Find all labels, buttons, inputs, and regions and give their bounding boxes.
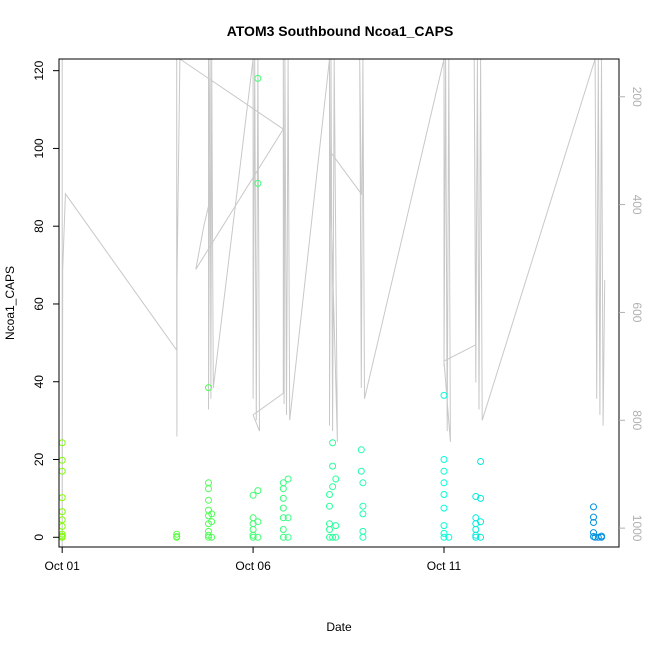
data-point [173,530,181,538]
data-point [440,479,448,487]
data-point [590,519,597,526]
data-point [173,533,181,541]
data-point [477,458,485,465]
data-points [58,74,605,541]
depth-trace [61,58,606,548]
data-point [279,485,287,493]
data-point [284,514,292,522]
data-point [440,522,448,530]
data-point [284,475,292,483]
data-point [329,533,337,541]
data-point [254,518,262,526]
y-tick-label: 60 [32,297,46,311]
data-point [329,462,337,470]
y2-tick-label: 800 [630,410,644,430]
y2-axis: 200 400 600 800 1000 [619,87,644,542]
y-tick-label: 120 [32,60,46,80]
data-point [205,485,212,493]
data-point [279,526,287,533]
data-point [440,533,448,541]
data-point [357,467,365,475]
data-point [359,510,367,518]
data-point [440,456,448,463]
data-point [329,483,337,491]
data-point [440,467,448,475]
y-tick-label: 80 [32,219,46,233]
y2-tick-label: 400 [630,195,644,215]
data-point [359,533,367,541]
x-tick-label: Oct 01 [45,559,81,573]
data-point [205,496,212,504]
data-point [284,533,292,541]
data-point [254,179,262,187]
data-point [332,475,340,483]
data-point [440,391,448,399]
data-point [279,514,287,522]
y2-tick-label: 200 [630,87,644,107]
data-point [440,491,448,498]
x-axis: Oct 01 Oct 06 Oct 11 [45,547,462,573]
data-point [332,522,340,530]
x-tick-label: Oct 11 [427,559,462,573]
chart-title: ATOM3 Southbound Ncoa1_CAPS [227,23,454,39]
data-point [359,502,367,510]
data-point [472,533,480,541]
data-point [329,439,337,447]
data-point [477,494,485,502]
data-point [590,513,597,521]
data-point [208,510,216,518]
data-point [326,526,333,533]
data-point [326,502,333,510]
data-point [254,487,262,495]
y-axis-label: Ncoa1_CAPS [3,266,17,340]
data-point [598,533,605,541]
y-axis: 0 20 40 60 80 100 120 [32,60,59,541]
data-point [249,533,257,541]
data-point [477,518,485,526]
data-point [254,533,262,541]
y2-tick-label: 1000 [630,515,644,542]
x-axis-label: Date [326,620,352,634]
data-point [477,533,485,541]
data-point [445,533,453,541]
data-point [440,504,448,512]
data-point [594,533,602,541]
x-tick-label: Oct 06 [235,559,271,573]
data-point [208,533,216,541]
data-point [326,491,333,498]
data-point [332,533,340,541]
data-point [590,503,597,511]
y-tick-label: 0 [32,534,46,541]
depth-trace-line [61,58,606,548]
data-point [357,446,365,454]
data-point [254,74,262,82]
data-point [590,529,597,537]
data-point [279,533,287,541]
data-point [205,384,212,392]
plot-frame [58,58,620,548]
data-point [359,479,367,487]
y2-tick-label: 600 [630,302,644,322]
data-point [279,494,287,502]
data-point [205,533,212,541]
y-tick-label: 100 [32,138,46,158]
data-point [208,518,216,526]
data-point [249,491,257,499]
y-tick-label: 40 [32,375,46,389]
data-point [472,493,480,500]
data-point [440,529,448,537]
data-point [279,504,287,512]
y-tick-label: 20 [32,453,46,467]
